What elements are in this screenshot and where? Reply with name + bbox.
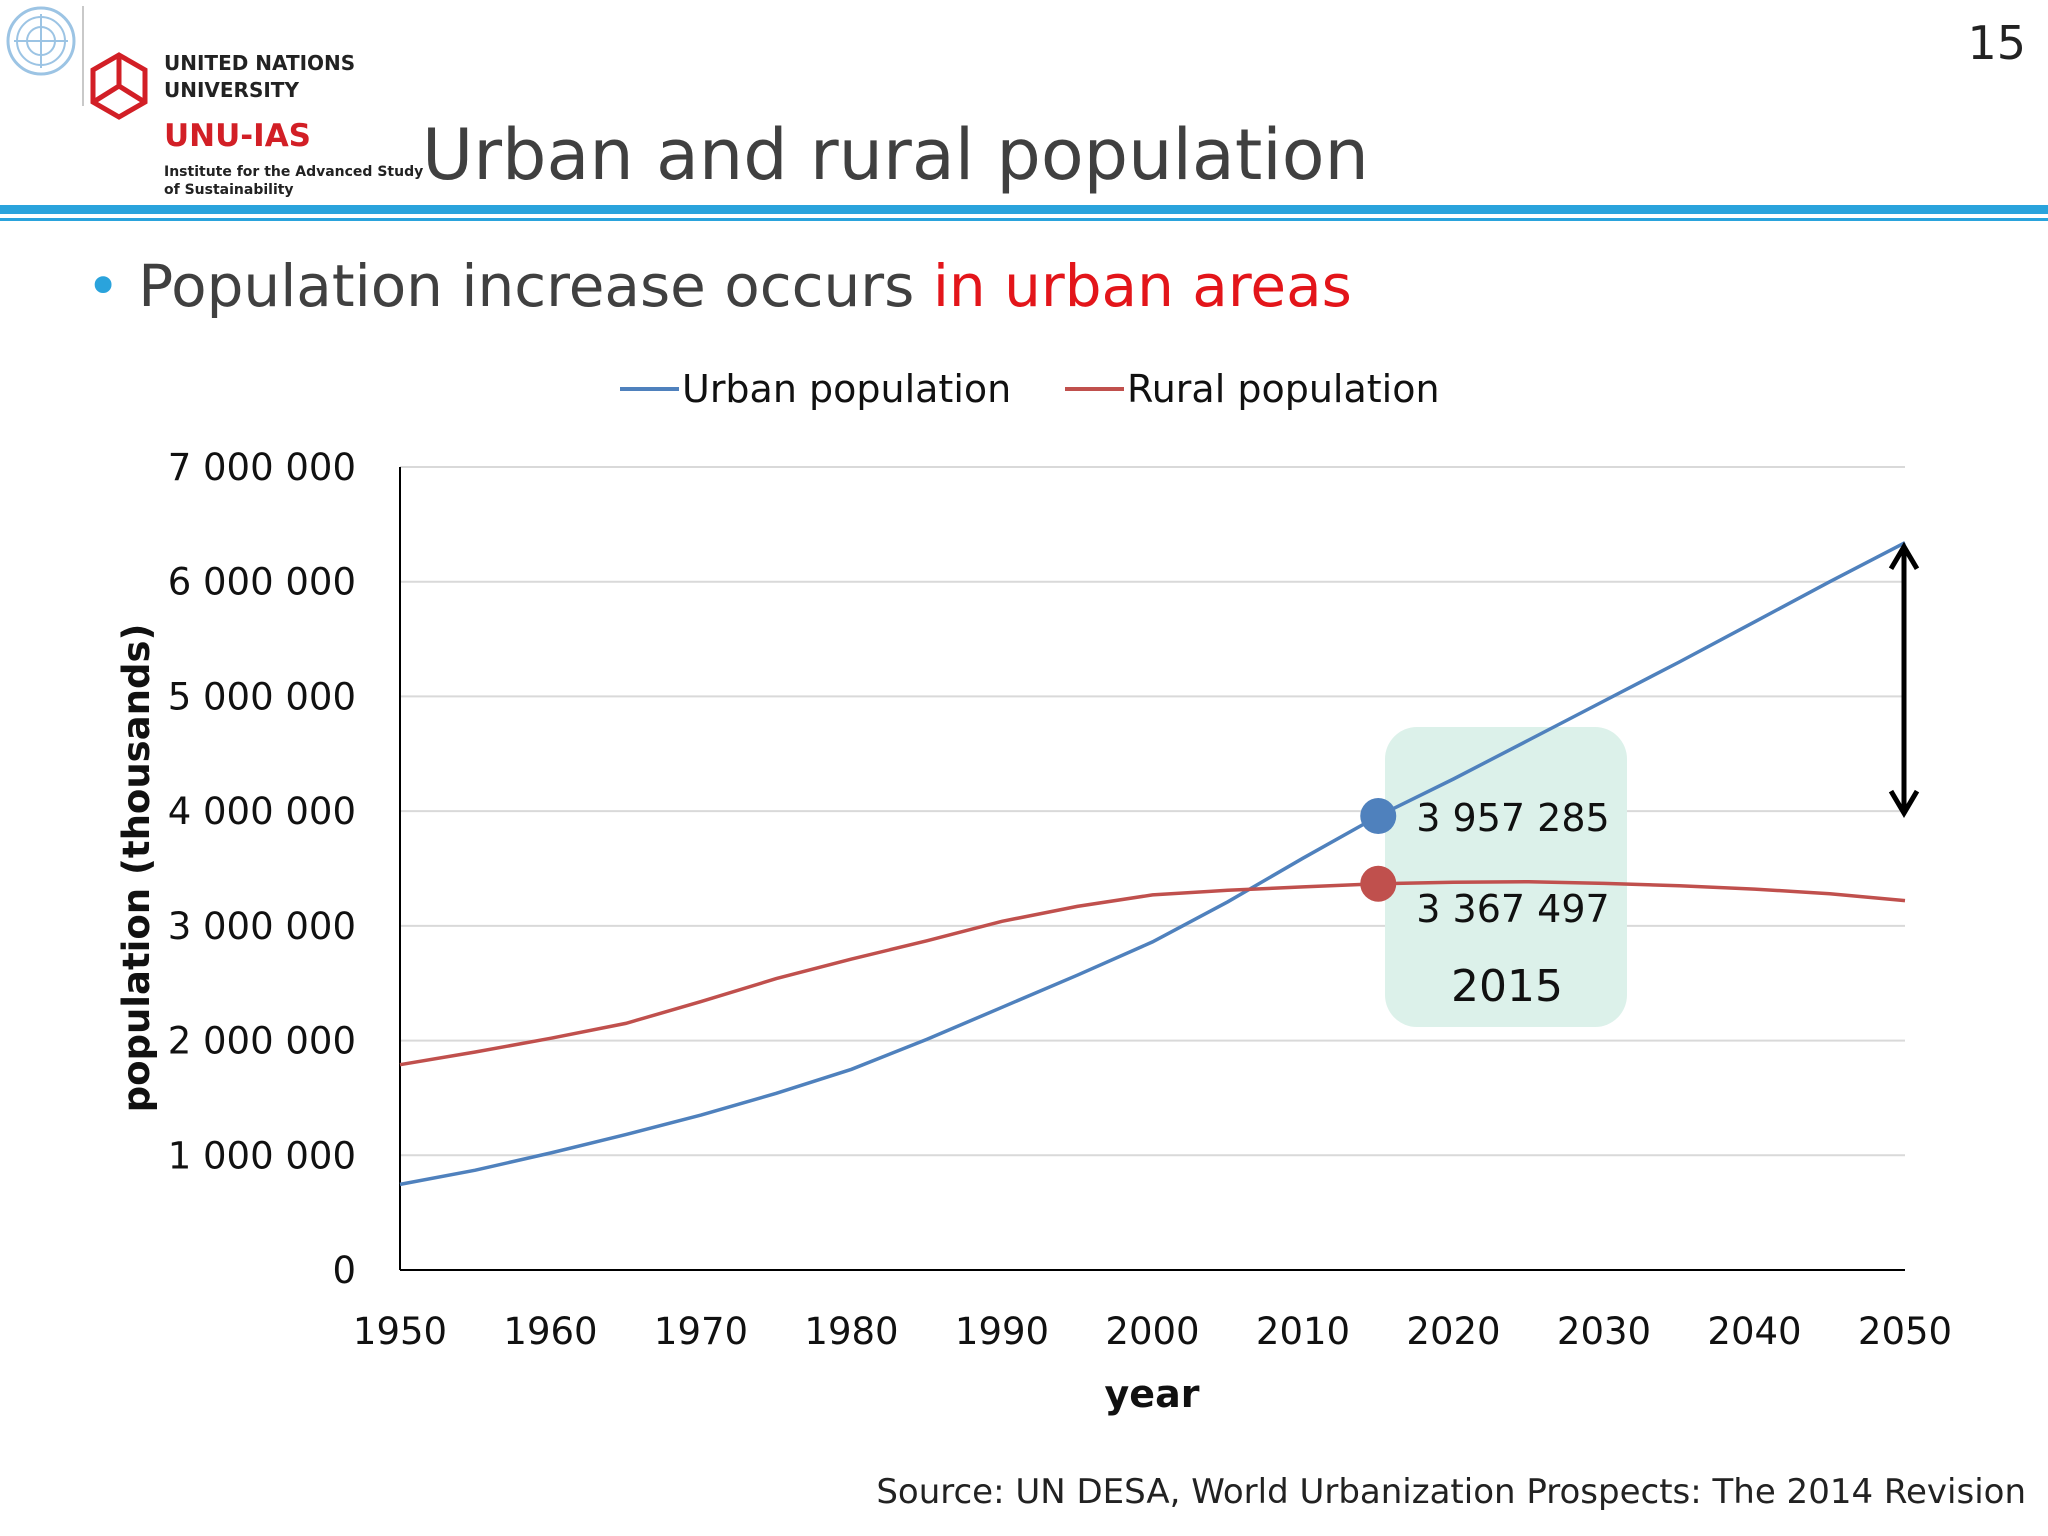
- series-line-rural: [399, 879, 1906, 1067]
- x-tick-label: 2050: [1858, 1310, 1952, 1353]
- x-tick-label: 2040: [1707, 1310, 1801, 1353]
- x-tick-label: 2010: [1256, 1310, 1350, 1353]
- difference-arrow-head-up: [1888, 541, 1920, 570]
- slide-title: Urban and rural population: [422, 114, 1369, 196]
- legend-label-urban: Urban population: [682, 367, 1011, 411]
- y-axis-title: population (thousands): [115, 624, 158, 1113]
- org-institute: Institute for the Advanced Study of Sust…: [164, 164, 424, 198]
- x-tick-label: 2020: [1406, 1310, 1500, 1353]
- urban-2015-point: [1360, 798, 1397, 835]
- x-tick-label: 1990: [955, 1310, 1049, 1353]
- x-tick-label: 1950: [353, 1310, 447, 1353]
- y-tick-label: 4 000 000: [168, 790, 356, 833]
- highlight-box: [1385, 727, 1627, 1027]
- y-tick-label: 7 000 000: [168, 446, 356, 489]
- x-tick-label: 1970: [654, 1310, 748, 1353]
- urban-2015-label: 3 957 285: [1416, 796, 1609, 840]
- rural-2015-label: 3 367 497: [1416, 887, 1609, 931]
- difference-arrow-head-down: [1888, 789, 1920, 819]
- y-tick-label: 6 000 000: [168, 561, 356, 604]
- logo-separator: [82, 6, 84, 106]
- y-tick-label: 2 000 000: [168, 1020, 356, 1063]
- rural-2015-point: [1360, 865, 1397, 902]
- x-tick-label: 2030: [1557, 1310, 1651, 1353]
- y-tick-label: 1 000 000: [168, 1134, 356, 1177]
- unu-logo-mark: [90, 52, 148, 120]
- bullet-point: • Population increase occurs in urban are…: [86, 252, 1352, 320]
- un-emblem-logo: [6, 6, 76, 76]
- legend-label-rural: Rural population: [1127, 367, 1440, 411]
- x-tick-label: 1980: [804, 1310, 898, 1353]
- x-axis-title: year: [1105, 1372, 1200, 1416]
- y-tick-label: 3 000 000: [168, 905, 356, 948]
- page-number: 15: [1967, 16, 2026, 70]
- org-name: UNITED NATIONS UNIVERSITY: [164, 51, 356, 102]
- bullet-icon: •: [86, 252, 121, 320]
- bullet-text: Population increase occurs: [138, 252, 933, 320]
- org-short-name: UNU-IAS: [164, 118, 312, 154]
- y-tick-label: 0: [332, 1249, 356, 1292]
- x-tick-label: 1960: [503, 1310, 597, 1353]
- x-tick-label: 2000: [1105, 1310, 1199, 1353]
- source-note: Source: UN DESA, World Urbanization Pros…: [876, 1472, 2026, 1512]
- y-tick-label: 5 000 000: [168, 675, 356, 718]
- highlight-year-label: 2015: [1451, 961, 1563, 1012]
- series-line-urban: [399, 541, 1906, 1187]
- title-rule: [0, 205, 2048, 214]
- title-rule-thin: [0, 218, 2048, 221]
- bullet-highlight: in urban areas: [932, 252, 1352, 320]
